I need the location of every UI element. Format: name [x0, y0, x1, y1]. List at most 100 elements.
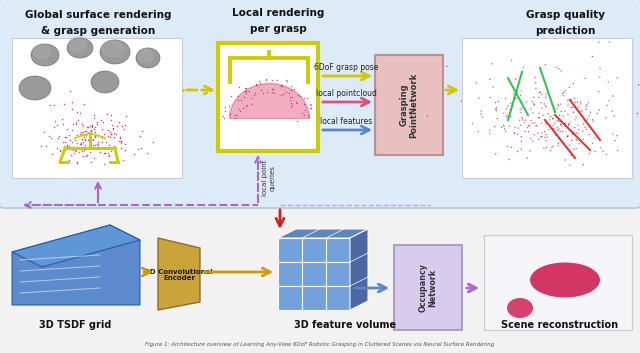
- Point: [554, 143, 564, 148]
- Point: [85, 136, 95, 141]
- Point: [229, 112, 239, 118]
- Point: [97, 139, 108, 144]
- Point: [589, 135, 600, 141]
- Point: [542, 134, 552, 140]
- Text: Local rendering
per grasp: Local rendering per grasp: [232, 8, 324, 34]
- Point: [539, 101, 549, 107]
- Point: [47, 151, 57, 157]
- Point: [103, 150, 113, 156]
- Point: [65, 145, 76, 151]
- Point: [88, 137, 99, 143]
- Point: [77, 148, 87, 154]
- Point: [499, 122, 509, 128]
- Point: [269, 90, 279, 96]
- Point: [84, 137, 95, 143]
- Ellipse shape: [101, 40, 125, 58]
- Point: [518, 64, 529, 70]
- Point: [612, 133, 622, 139]
- Text: local pointcloud: local pointcloud: [316, 89, 376, 98]
- Point: [571, 130, 581, 136]
- Point: [81, 132, 92, 138]
- Point: [261, 89, 271, 95]
- Point: [233, 97, 243, 103]
- Point: [88, 137, 98, 142]
- Point: [571, 136, 581, 142]
- Point: [525, 148, 535, 154]
- Point: [508, 91, 518, 97]
- Point: [484, 130, 495, 136]
- Point: [553, 140, 563, 146]
- Point: [567, 131, 577, 137]
- Point: [515, 118, 525, 123]
- Point: [300, 112, 310, 118]
- Point: [115, 135, 125, 140]
- Point: [81, 128, 92, 133]
- Point: [585, 109, 595, 115]
- Point: [72, 160, 83, 165]
- Point: [69, 150, 79, 156]
- FancyBboxPatch shape: [218, 43, 318, 151]
- Point: [529, 132, 540, 138]
- Point: [219, 115, 229, 121]
- Point: [246, 95, 257, 100]
- Point: [70, 137, 80, 143]
- Point: [135, 133, 145, 139]
- Point: [240, 85, 250, 91]
- Point: [272, 77, 282, 83]
- Point: [556, 101, 566, 107]
- Point: [101, 139, 111, 145]
- Point: [106, 131, 116, 137]
- Point: [516, 110, 526, 115]
- Point: [534, 110, 544, 116]
- Ellipse shape: [137, 48, 155, 64]
- Point: [278, 91, 288, 97]
- Point: [520, 118, 531, 123]
- Point: [562, 134, 572, 139]
- Point: [442, 64, 452, 69]
- Polygon shape: [350, 229, 368, 310]
- Ellipse shape: [136, 48, 160, 68]
- Point: [220, 108, 230, 114]
- Point: [282, 78, 292, 84]
- Point: [109, 134, 119, 139]
- Point: [281, 77, 291, 83]
- Point: [97, 117, 107, 122]
- Polygon shape: [12, 225, 140, 267]
- Point: [291, 99, 301, 104]
- Text: local point
queries: local point queries: [262, 160, 275, 196]
- Point: [292, 101, 303, 106]
- Point: [72, 109, 82, 115]
- Point: [552, 125, 563, 130]
- Bar: [278, 262, 302, 286]
- Point: [539, 145, 549, 151]
- Point: [79, 148, 90, 153]
- Point: [250, 91, 260, 96]
- Point: [52, 122, 62, 128]
- Point: [531, 80, 541, 85]
- Point: [90, 142, 100, 148]
- Bar: [278, 238, 302, 262]
- Point: [508, 84, 518, 90]
- Point: [83, 137, 93, 143]
- Point: [285, 83, 296, 89]
- Point: [120, 122, 130, 127]
- Point: [234, 84, 244, 90]
- Point: [634, 82, 640, 88]
- Point: [570, 100, 580, 105]
- Point: [106, 117, 116, 123]
- Point: [504, 123, 515, 129]
- Point: [563, 112, 573, 118]
- Point: [292, 118, 302, 124]
- Point: [267, 89, 277, 95]
- Point: [85, 132, 95, 138]
- Point: [285, 87, 296, 92]
- Point: [116, 138, 126, 144]
- Point: [510, 125, 520, 131]
- Point: [299, 95, 309, 101]
- Point: [276, 83, 286, 89]
- Point: [68, 148, 78, 153]
- Point: [556, 121, 566, 127]
- Point: [58, 139, 68, 145]
- Point: [491, 151, 501, 157]
- Bar: [278, 286, 302, 310]
